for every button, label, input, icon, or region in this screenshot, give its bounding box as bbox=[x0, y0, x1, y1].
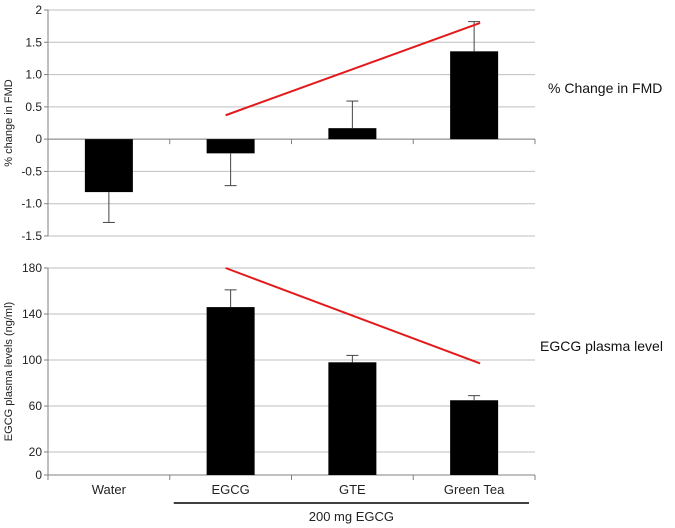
egcg-plasma-chart: 180 140 100 60 20 0 EGCG plasma levels (ng/ml)… bbox=[3, 261, 663, 482]
fmd-chart: 2 1.5 1.0 0.5 0 -0.5 -1.0 -1.5 % change in FMD % … bbox=[3, 3, 662, 243]
trend-line bbox=[225, 21, 481, 117]
y-tick-label: 100 bbox=[22, 353, 42, 367]
y-tick-label: 2 bbox=[35, 3, 42, 17]
y-axis-label: EGCG plasma levels (ng/ml) bbox=[3, 302, 15, 441]
bar-green-tea bbox=[450, 400, 499, 475]
x-tick-label: Water bbox=[92, 482, 127, 497]
y-tick-label: -1.0 bbox=[21, 197, 42, 211]
y-tick-label: 1.5 bbox=[25, 35, 42, 49]
y-tick-label: -1.5 bbox=[21, 229, 42, 243]
shared-x-axis: Water EGCG GTE Green Tea 200 mg EGCG bbox=[92, 482, 529, 524]
bar-green-tea bbox=[450, 51, 499, 140]
x-tick-label: GTE bbox=[339, 482, 366, 497]
y-axis-label: % change in FMD bbox=[3, 79, 15, 166]
y-tick-label: 60 bbox=[29, 399, 43, 413]
bar-gte bbox=[328, 362, 377, 475]
y-tick-label: -0.5 bbox=[21, 164, 42, 178]
bar-egcg bbox=[206, 307, 255, 475]
y-tick-label: 1.0 bbox=[25, 68, 42, 82]
bar-egcg bbox=[206, 139, 255, 154]
bar-water bbox=[84, 139, 133, 193]
y-tick-label: 0 bbox=[35, 468, 42, 482]
y-tick-label: 0 bbox=[35, 132, 42, 146]
y-tick-label: 0.5 bbox=[25, 100, 42, 114]
x-tick-label: EGCG bbox=[211, 482, 249, 497]
trend-line bbox=[225, 267, 481, 365]
bar-gte bbox=[328, 128, 377, 140]
y-tick-label: 180 bbox=[22, 261, 42, 275]
x-tick-label: Green Tea bbox=[444, 482, 505, 497]
side-label: % Change in FMD bbox=[548, 80, 662, 96]
y-tick-label: 140 bbox=[22, 307, 42, 321]
y-tick-label: 20 bbox=[29, 445, 43, 459]
group-label: 200 mg EGCG bbox=[309, 509, 394, 524]
side-label: EGCG plasma level bbox=[540, 338, 663, 354]
